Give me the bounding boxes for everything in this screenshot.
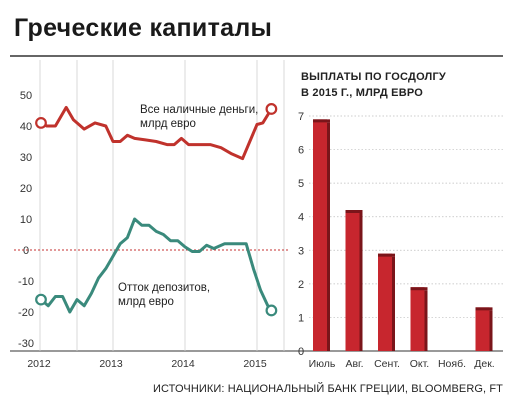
bar-x-tick-label: Дек. — [474, 358, 494, 370]
outflow-series-label-1: Отток депозитов, — [118, 282, 210, 294]
outflow-series-endpoint — [35, 293, 47, 306]
line-x-tick-label: 2013 — [99, 358, 123, 370]
cash-series-label-2: млрд евро — [140, 118, 196, 130]
line-y-tick-label: 50 — [20, 90, 32, 102]
line-y-tick-label: -30 — [18, 338, 34, 350]
bar-side — [327, 122, 330, 351]
bar-chart-title-1: ВЫПЛАТЫ ПО ГОСДОЛГУ — [301, 71, 446, 83]
line-chart-series — [35, 103, 278, 317]
bar-side — [359, 213, 363, 351]
bar-side — [489, 310, 493, 351]
line-y-tick-label: 0 — [23, 245, 29, 257]
cash-series-endpoint — [265, 103, 278, 115]
line-y-tick-label: 30 — [20, 152, 32, 164]
bar-y-tick-label: 2 — [298, 279, 304, 291]
line-chart-grid — [39, 60, 285, 351]
chart-title: Греческие капиталы — [14, 14, 273, 42]
bar — [345, 210, 360, 351]
bar-top — [345, 210, 363, 213]
bar-chart-grid — [309, 115, 503, 318]
bar-chart-bars — [313, 119, 493, 351]
bar-x-tick-label: Авг. — [345, 358, 363, 370]
bar-y-tick-label: 1 — [298, 312, 304, 324]
outflow-series-line — [39, 217, 273, 314]
bar-top — [475, 307, 493, 311]
bar-x-tick-label: Сент. — [374, 358, 400, 370]
line-y-tick-label: -10 — [18, 276, 34, 288]
bar — [475, 307, 490, 351]
outflow-series-label-2: млрд евро — [118, 296, 174, 308]
bar-x-tick-label: Июль — [309, 358, 336, 370]
bar-side — [424, 290, 428, 351]
line-x-tick-label: 2014 — [171, 358, 195, 370]
cash-series-endpoint — [35, 116, 47, 129]
bar-x-tick-label: Окт. — [410, 358, 429, 370]
source-note: ИСТОЧНИКИ: НАЦИОНАЛЬНЫЙ БАНК ГРЕЦИИ, BLO… — [153, 382, 503, 395]
bar-side — [392, 256, 395, 351]
bar-x-tick-label: Нояб. — [438, 358, 466, 370]
line-x-tick-label: 2015 — [243, 358, 267, 370]
line-y-tick-label: 40 — [20, 121, 32, 133]
bar-y-tick-label: 3 — [298, 245, 304, 257]
bar — [378, 253, 392, 351]
bar — [313, 119, 327, 351]
line-chart-y-ticks: 50 40 30 20 10 0 -10 -20 -30 — [18, 90, 34, 350]
cash-series-label-1: Все наличные деньги, — [140, 104, 258, 116]
bar-y-tick-label: 0 — [298, 346, 304, 358]
line-chart-x-ticks: 2012 2013 2014 2015 — [27, 358, 267, 370]
outflow-series-endpoint — [265, 304, 278, 317]
bar-y-tick-label: 7 — [298, 111, 304, 123]
line-x-tick-label: 2012 — [27, 358, 51, 370]
bar-chart-title-2: В 2015 Г., МЛРД ЕВРО — [301, 87, 423, 99]
cash-series-line — [39, 105, 273, 161]
line-y-tick-label: 20 — [20, 183, 32, 195]
bar-y-tick-label: 5 — [298, 178, 304, 190]
bar-top — [378, 253, 395, 257]
bar — [410, 287, 425, 351]
bar-chart-y-ticks: 7 6 5 4 3 2 1 0 — [298, 111, 304, 358]
bar-y-tick-label: 6 — [298, 145, 304, 157]
bar-chart-x-ticks: Июль Авг. Сент. Окт. Нояб. Дек. — [309, 358, 495, 370]
line-y-tick-label: 10 — [20, 214, 32, 226]
bar-y-tick-label: 4 — [298, 212, 304, 224]
bar-top — [410, 287, 428, 291]
bar-top — [313, 119, 330, 123]
line-y-tick-label: -20 — [18, 307, 34, 319]
